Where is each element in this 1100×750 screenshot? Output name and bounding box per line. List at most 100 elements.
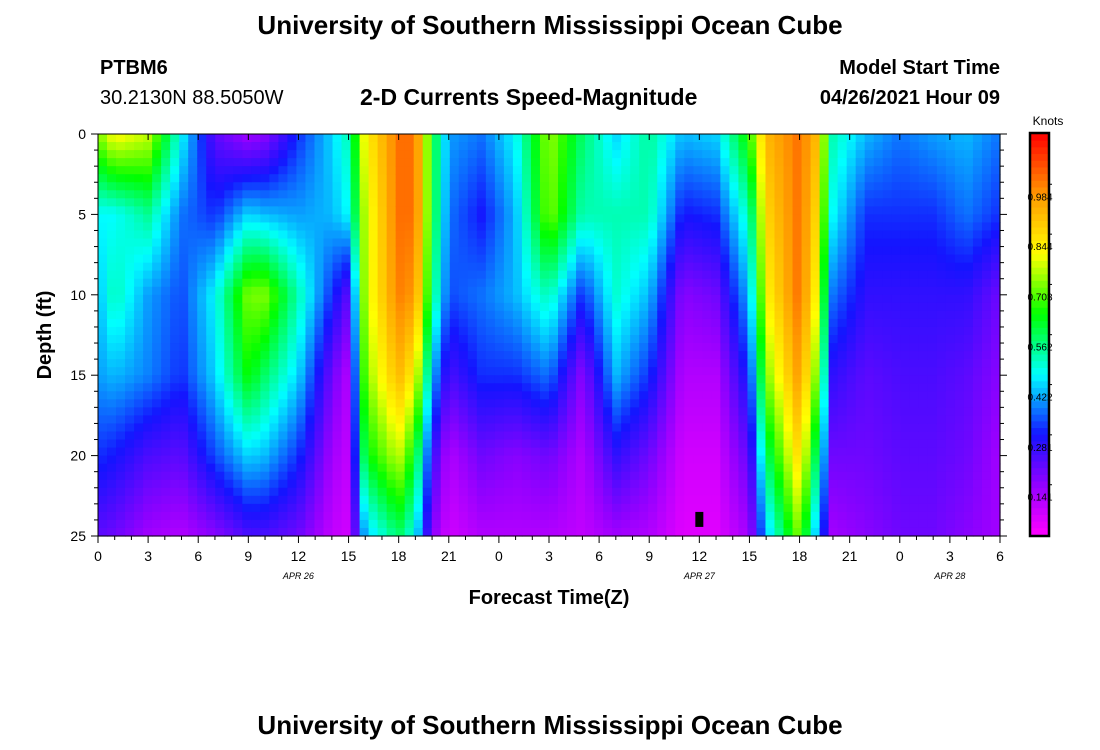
heatmap-cell bbox=[143, 439, 153, 449]
heatmap-cell bbox=[440, 198, 451, 207]
heatmap-cell bbox=[296, 318, 307, 328]
heatmap-cell bbox=[341, 511, 352, 521]
heatmap-cell bbox=[891, 158, 902, 167]
heatmap-cell bbox=[936, 471, 947, 481]
heatmap-cell bbox=[621, 439, 631, 449]
heatmap-cell bbox=[702, 407, 712, 416]
heatmap-cell bbox=[936, 343, 947, 352]
heatmap-cell bbox=[152, 471, 162, 481]
heatmap-cell bbox=[386, 375, 397, 384]
heatmap-cell bbox=[116, 278, 126, 288]
heatmap-cell bbox=[530, 463, 541, 473]
heatmap-cell bbox=[170, 166, 180, 175]
heatmap-cell bbox=[350, 503, 361, 513]
heatmap-cell bbox=[558, 479, 568, 489]
heatmap-cell bbox=[819, 286, 830, 296]
heatmap-cell bbox=[152, 318, 162, 328]
heatmap-cell bbox=[332, 270, 343, 280]
heatmap-cell bbox=[666, 375, 676, 384]
heatmap-cell bbox=[828, 142, 839, 151]
heatmap-cell bbox=[539, 254, 550, 264]
heatmap-cell bbox=[918, 310, 929, 320]
heatmap-cell bbox=[855, 463, 866, 473]
heatmap-cell bbox=[819, 447, 830, 457]
heatmap-cell bbox=[314, 455, 325, 465]
heatmap-cell bbox=[864, 367, 875, 376]
heatmap-cell bbox=[251, 335, 261, 344]
heatmap-cell bbox=[954, 447, 965, 457]
heatmap-cell bbox=[341, 310, 352, 320]
heatmap-cell bbox=[188, 375, 198, 384]
heatmap-cell bbox=[693, 238, 703, 248]
heatmap-cell bbox=[756, 415, 767, 425]
heatmap-cell bbox=[846, 270, 857, 280]
heatmap-cell bbox=[287, 318, 298, 328]
heatmap-cell bbox=[954, 238, 965, 248]
heatmap-cell bbox=[341, 391, 352, 400]
heatmap-cell bbox=[828, 479, 839, 489]
heatmap-cell bbox=[494, 335, 505, 344]
heatmap-cell bbox=[549, 335, 559, 344]
heatmap-cell bbox=[873, 190, 884, 199]
heatmap-cell bbox=[612, 222, 622, 232]
heatmap-cell bbox=[756, 310, 767, 320]
heatmap-cell bbox=[107, 407, 117, 416]
heatmap-cell bbox=[512, 351, 523, 360]
heatmap-cell bbox=[521, 487, 532, 497]
heatmap-cell bbox=[720, 455, 730, 465]
heatmap-cell bbox=[134, 222, 144, 232]
heatmap-cell bbox=[954, 174, 965, 183]
heatmap-cell bbox=[152, 423, 162, 433]
heatmap-cell bbox=[224, 214, 234, 224]
heatmap-cell bbox=[395, 511, 406, 521]
heatmap-cell bbox=[864, 310, 875, 320]
heatmap-cell bbox=[756, 423, 767, 433]
heatmap-cell bbox=[765, 310, 776, 320]
heatmap-cell bbox=[738, 431, 749, 441]
heatmap-cell bbox=[729, 302, 740, 312]
heatmap-cell bbox=[395, 294, 406, 304]
heatmap-cell bbox=[900, 182, 911, 191]
heatmap-cell bbox=[927, 278, 938, 288]
heatmap-cell bbox=[233, 230, 243, 240]
heatmap-cell bbox=[386, 463, 397, 473]
heatmap-cell bbox=[530, 270, 541, 280]
heatmap-cell bbox=[341, 238, 352, 248]
heatmap-cell bbox=[891, 278, 902, 288]
heatmap-cell bbox=[549, 503, 559, 513]
heatmap-cell bbox=[630, 335, 640, 344]
heatmap-cell bbox=[296, 134, 307, 143]
heatmap-cell bbox=[143, 310, 153, 320]
heatmap-cell bbox=[206, 182, 216, 191]
heatmap-cell bbox=[341, 142, 352, 151]
heatmap-cell bbox=[954, 262, 965, 272]
heatmap-cell bbox=[576, 150, 586, 159]
heatmap-cell bbox=[801, 174, 812, 183]
heatmap-cell bbox=[792, 198, 803, 207]
heatmap-cell bbox=[909, 302, 920, 312]
heatmap-cell bbox=[458, 190, 469, 199]
heatmap-cell bbox=[702, 278, 712, 288]
heatmap-cell bbox=[413, 310, 424, 320]
heatmap-cell bbox=[422, 423, 433, 433]
heatmap-cell bbox=[197, 182, 207, 191]
heatmap-cell bbox=[819, 254, 830, 264]
heatmap-cell bbox=[233, 527, 243, 537]
heatmap-cell bbox=[116, 495, 126, 505]
heatmap-cell bbox=[918, 142, 929, 151]
heatmap-cell bbox=[485, 439, 496, 449]
heatmap-cell bbox=[368, 359, 379, 368]
heatmap-cell bbox=[837, 182, 848, 191]
heatmap-cell bbox=[621, 359, 631, 368]
heatmap-cell bbox=[269, 302, 279, 312]
heatmap-cell bbox=[675, 399, 685, 408]
heatmap-cell bbox=[161, 174, 171, 183]
heatmap-cell bbox=[675, 222, 685, 232]
heatmap-cell bbox=[990, 254, 1001, 264]
heatmap-cell bbox=[323, 198, 334, 207]
heatmap-cell bbox=[305, 407, 316, 416]
heatmap-cell bbox=[873, 375, 884, 384]
heatmap-cell bbox=[251, 487, 261, 497]
heatmap-cell bbox=[485, 286, 496, 296]
heatmap-cell bbox=[314, 495, 325, 505]
